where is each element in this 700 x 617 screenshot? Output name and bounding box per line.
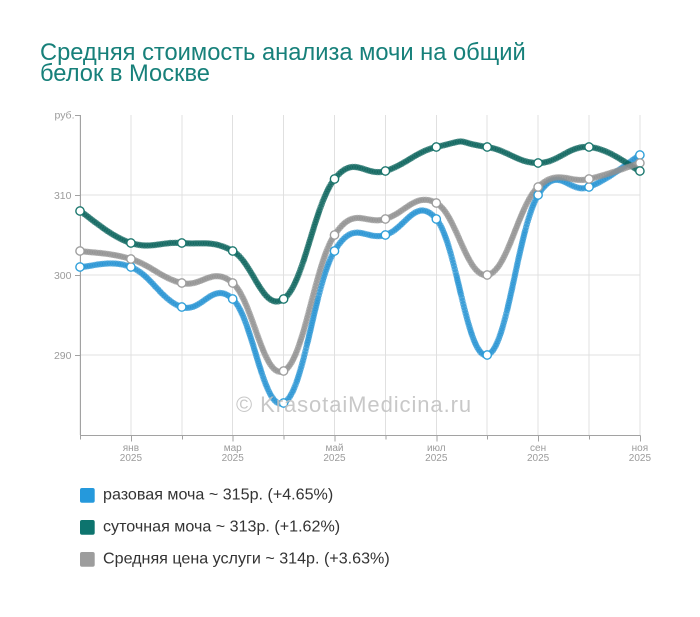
svg-text:янв: янв: [123, 443, 139, 454]
svg-text:2025: 2025: [222, 453, 245, 464]
svg-text:Средняя стоимость анализа мочи: Средняя стоимость анализа мочи на общий: [40, 40, 526, 66]
svg-text:мар: мар: [224, 443, 242, 454]
svg-text:2025: 2025: [629, 453, 652, 464]
svg-text:2025: 2025: [527, 453, 550, 464]
svg-text:310: 310: [54, 190, 72, 202]
svg-text:разовая моча ~ 315р. (+4.65%): разовая моча ~ 315р. (+4.65%): [103, 486, 333, 504]
svg-text:суточная моча ~ 313р. (+1.62%): суточная моча ~ 313р. (+1.62%): [103, 518, 340, 536]
svg-text:ноя: ноя: [632, 443, 649, 454]
svg-text:© KrasotaiMedicina.ru: © KrasotaiMedicina.ru: [236, 392, 472, 417]
svg-text:300: 300: [54, 270, 72, 282]
svg-text:2025: 2025: [425, 453, 448, 464]
svg-text:Средняя цена услуги ~ 314р. (+: Средняя цена услуги ~ 314р. (+3.63%): [103, 550, 390, 568]
svg-text:290: 290: [54, 350, 72, 362]
svg-text:2025: 2025: [323, 453, 346, 464]
svg-text:белок в Москве: белок в Москве: [40, 61, 210, 87]
svg-text:май: май: [325, 443, 343, 454]
svg-text:руб.: руб.: [54, 110, 74, 122]
svg-text:сен: сен: [530, 443, 546, 454]
svg-text:2025: 2025: [120, 453, 143, 464]
svg-text:июл: июл: [427, 443, 446, 454]
